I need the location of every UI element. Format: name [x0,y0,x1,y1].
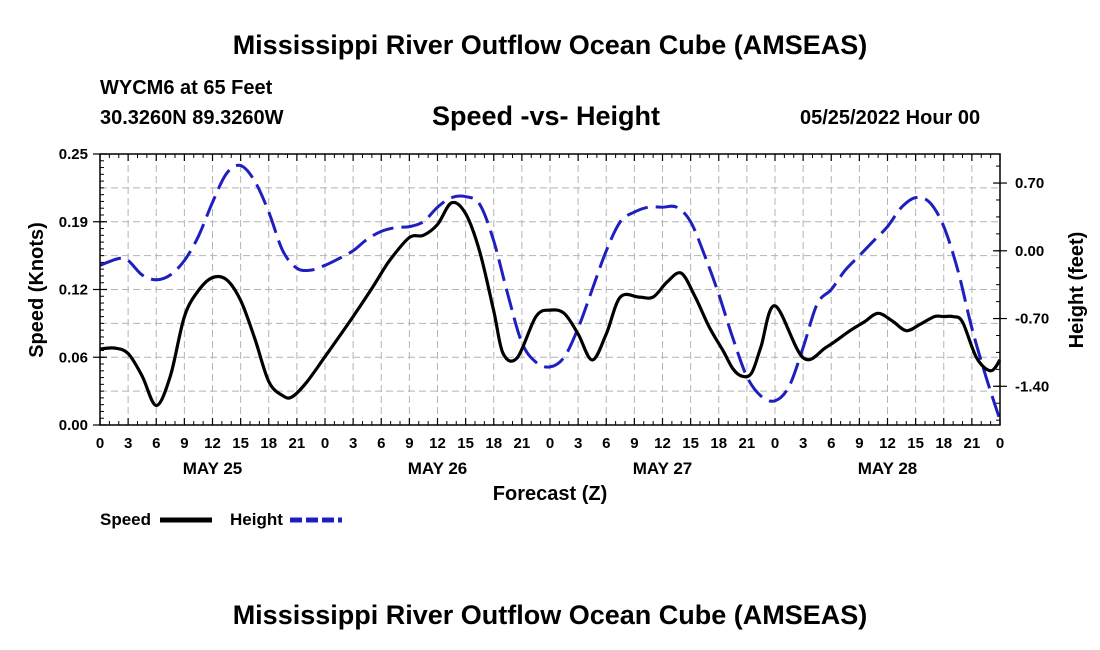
x-tick-label: 12 [879,435,896,452]
y2-tick-label: 0.70 [1015,175,1044,192]
y2-tick-label: 0.00 [1015,243,1044,260]
x-tick-label: 0 [771,435,779,452]
x-tick-label: 18 [260,435,277,452]
day-label: MAY 26 [408,459,468,478]
x-tick-label: 21 [514,435,531,452]
x-tick-label: 6 [827,435,835,452]
x-tick-label: 9 [855,435,863,452]
y-tick-label: 0.06 [59,349,88,366]
chart-subtitle: Speed -vs- Height [432,101,661,131]
axis-layer: 0 3 6 9 12 15 18 21 0 3 6 9 12 15 18 21 0 3 6 9 12 15 18 21 0 3 6 9… [59,146,1049,478]
x-tick-label: 18 [710,435,727,452]
coordinates-label: 30.3260N 89.3260W [100,107,284,129]
x-tick-label: 3 [574,435,582,452]
legend-height-label: Height [230,510,283,529]
x-tick-label: 21 [964,435,981,452]
x-tick-label: 3 [124,435,132,452]
x-tick-label: 0 [546,435,554,452]
x-tick-label: 6 [152,435,160,452]
x-tick-label: 12 [204,435,221,452]
forecast-datetime: 05/25/2022 Hour 00 [800,107,981,129]
y2-axis-title: Height (feet) [1066,232,1088,349]
x-tick-label: 3 [799,435,807,452]
x-tick-label: 15 [682,435,699,452]
x-tick-label: 15 [457,435,474,452]
day-label: MAY 28 [858,459,918,478]
x-tick-label: 21 [739,435,756,452]
x-tick-label: 0 [996,435,1004,452]
x-tick-label: 9 [405,435,413,452]
day-label: MAY 27 [633,459,693,478]
y-tick-label: 0.00 [59,417,88,434]
x-tick-label: 12 [654,435,671,452]
main-title: Mississippi River Outflow Ocean Cube (AM… [232,30,868,60]
x-tick-label: 0 [96,435,104,452]
x-tick-label: 15 [907,435,924,452]
x-tick-label: 15 [232,435,249,452]
footer-title: Mississippi River Outflow Ocean Cube (AM… [232,600,868,630]
x-tick-label: 3 [349,435,357,452]
y2-tick-label: -1.40 [1015,378,1049,395]
x-tick-label: 6 [377,435,385,452]
x-tick-label: 9 [180,435,188,452]
y-tick-label: 0.25 [59,146,88,163]
x-tick-label: 9 [630,435,638,452]
y2-tick-label: -0.70 [1015,311,1049,328]
x-tick-label: 12 [429,435,446,452]
height-series-line [99,163,1002,421]
day-label: MAY 25 [183,459,243,478]
station-label: WYCM6 at 65 Feet [100,77,273,99]
x-tick-label: 18 [485,435,502,452]
label-layer: Forecast (Z) Speed (Knots) Height (feet) [26,222,1088,505]
y-axis-title: Speed (Knots) [26,222,48,358]
legend-speed-label: Speed [100,510,151,529]
x-axis-title: Forecast (Z) [493,483,607,505]
y-tick-label: 0.19 [59,214,88,231]
x-tick-label: 18 [935,435,952,452]
x-tick-label: 6 [602,435,610,452]
series-layer [99,163,1002,421]
x-tick-label: 0 [321,435,329,452]
y-tick-label: 0.12 [59,282,88,299]
legend: Speed Height [100,510,342,529]
x-tick-label: 21 [289,435,306,452]
speed-series-line [99,200,1002,408]
